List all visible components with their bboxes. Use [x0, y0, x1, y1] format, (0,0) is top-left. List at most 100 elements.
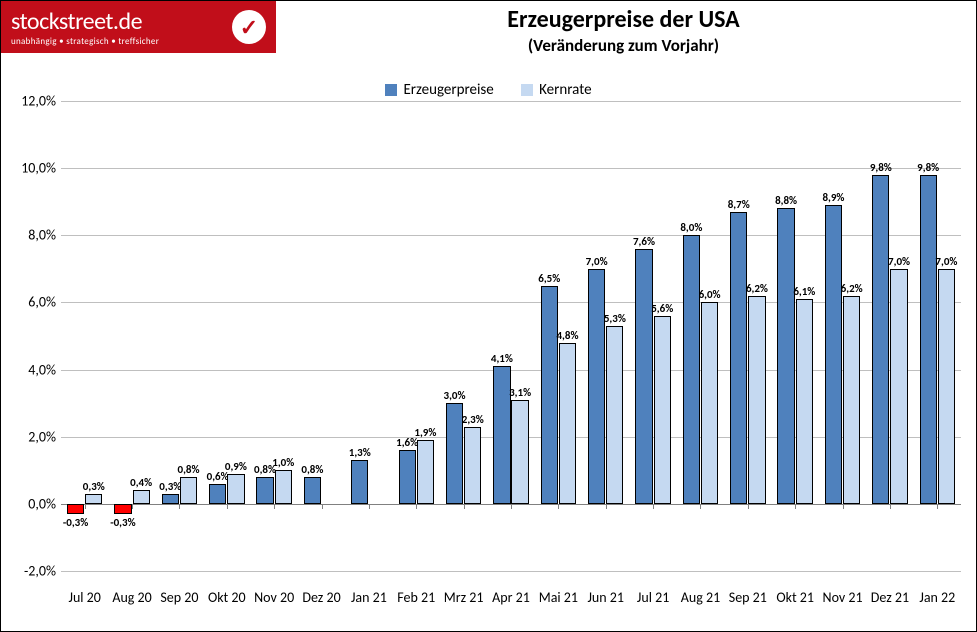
bar: [209, 484, 226, 504]
bar-value-label: 8,9%: [822, 191, 844, 204]
bar: [446, 403, 463, 504]
bar-value-label: 6,2%: [746, 282, 768, 295]
x-tick: [795, 504, 796, 509]
x-axis-label: Feb 21: [397, 589, 435, 606]
x-axis-label: Jun 21: [587, 589, 624, 606]
bar: [85, 494, 102, 504]
bar: [890, 269, 907, 504]
x-axis-label: Dez 20: [302, 589, 340, 606]
chart-subtitle: (Veränderung zum Vorjahr): [281, 35, 966, 56]
bar-value-label: 7,6%: [633, 235, 655, 248]
bar: [606, 326, 623, 504]
bar: [351, 460, 368, 504]
y-axis-label: 2,0%: [6, 428, 56, 445]
bar-value-label: 9,8%: [917, 161, 939, 174]
x-tick: [322, 504, 323, 509]
bar: [541, 286, 558, 504]
bar: [304, 477, 321, 504]
y-axis-label: 4,0%: [6, 361, 56, 378]
bar-value-label: 0,8%: [178, 463, 200, 476]
x-tick: [416, 504, 417, 509]
bar-value-label: 0,8%: [301, 463, 323, 476]
bar: [654, 316, 671, 504]
bar: [464, 427, 481, 504]
y-axis-label: 0,0%: [6, 495, 56, 512]
x-axis-label: Okt 21: [776, 589, 814, 606]
x-axis-label: Dez 21: [871, 589, 909, 606]
bar-value-label: 0,9%: [225, 460, 247, 473]
x-tick: [843, 504, 844, 509]
gridline: [61, 101, 961, 102]
bar: [493, 366, 510, 504]
x-tick: [369, 504, 370, 509]
bar: [114, 504, 131, 514]
bar: [872, 175, 889, 504]
bar-value-label: 6,2%: [841, 282, 863, 295]
gridline: [61, 168, 961, 169]
x-tick: [511, 504, 512, 509]
x-tick: [85, 504, 86, 509]
bar: [162, 494, 179, 504]
y-axis-label: 6,0%: [6, 294, 56, 311]
bar-value-label: 4,1%: [491, 352, 513, 365]
bar: [701, 302, 718, 503]
bar-value-label: 6,1%: [793, 285, 815, 298]
legend-label: Kernrate: [539, 81, 591, 99]
bar: [920, 175, 937, 504]
legend-label: Erzeugerpreise: [403, 81, 493, 99]
chart-container: stockstreet.de unabhängig • strategisch …: [0, 0, 977, 632]
x-tick: [132, 504, 133, 509]
bar: [511, 400, 528, 504]
bar-value-label: 8,8%: [775, 194, 797, 207]
bar: [417, 440, 434, 504]
legend-item-kernrate: Kernrate: [521, 81, 591, 99]
x-tick: [700, 504, 701, 509]
bar-value-label: 7,0%: [888, 255, 910, 268]
legend-item-erzeugerpreise: Erzeugerpreise: [385, 81, 493, 99]
legend-swatch: [521, 84, 533, 96]
bar: [683, 235, 700, 504]
logo-brand: stockstreet.de: [11, 7, 159, 36]
legend-swatch: [385, 84, 397, 96]
y-axis-label: 8,0%: [6, 227, 56, 244]
x-tick: [227, 504, 228, 509]
bar-value-label: 1,9%: [414, 426, 436, 439]
bar-value-label: 7,0%: [586, 255, 608, 268]
bar: [275, 470, 292, 504]
logo-tagline: unabhängig • strategisch • treffsicher: [11, 36, 159, 47]
x-axis-label: Jul 20: [68, 589, 100, 606]
bar: [796, 299, 813, 504]
y-axis-label: -2,0%: [6, 563, 56, 580]
x-tick: [890, 504, 891, 509]
bar-value-label: 6,0%: [699, 288, 721, 301]
bar-value-label: 7,0%: [935, 255, 957, 268]
chart-title: Erzeugerpreise der USA: [281, 5, 966, 34]
bar-value-label: 8,0%: [680, 221, 702, 234]
x-tick: [464, 504, 465, 509]
x-axis-label: Nov 21: [823, 589, 863, 606]
bar: [777, 208, 794, 503]
x-tick: [748, 504, 749, 509]
legend: Erzeugerpreise Kernrate: [1, 81, 976, 101]
x-tick: [274, 504, 275, 509]
bar: [67, 504, 84, 514]
x-tick: [606, 504, 607, 509]
x-axis-label: Mai 21: [539, 589, 578, 606]
bar-value-label: 1,0%: [272, 456, 294, 469]
logo-text: stockstreet.de unabhängig • strategisch …: [11, 7, 159, 47]
bar-value-label: 3,0%: [443, 389, 465, 402]
x-tick: [179, 504, 180, 509]
bar: [588, 269, 605, 504]
y-axis-label: 12,0%: [6, 93, 56, 110]
bar-value-label: 5,6%: [651, 302, 673, 315]
x-axis-label: Sep 21: [729, 589, 767, 606]
bar-value-label: 9,8%: [870, 161, 892, 174]
bar: [399, 450, 416, 504]
x-tick: [937, 504, 938, 509]
bar-value-label: 6,5%: [538, 272, 560, 285]
bar-value-label: 0,4%: [130, 476, 152, 489]
logo-checkmark-icon: [232, 10, 266, 44]
bar: [133, 490, 150, 503]
x-axis-label: Okt 20: [208, 589, 246, 606]
bar-value-label: 5,3%: [604, 312, 626, 325]
